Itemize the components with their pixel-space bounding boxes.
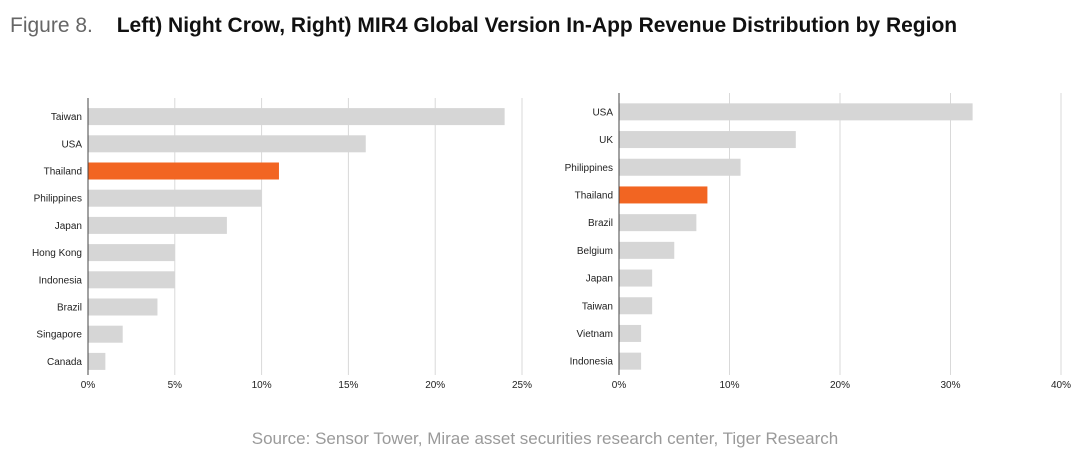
mir4-bar-taiwan <box>619 297 653 315</box>
night-crow-bar-taiwan <box>88 108 505 126</box>
figure-label: Figure 8. <box>10 14 93 37</box>
mir4-chart: USA UK Philippines Thailand Brazil Belgium Jap… <box>555 88 1075 398</box>
night-crow-bar-brazil <box>88 298 158 316</box>
mir4-category-label: Thailand <box>575 190 613 201</box>
night-crow-tick-label: 20% <box>425 380 445 391</box>
mir4-category-label: Indonesia <box>570 357 614 368</box>
mir4-category-label: Vietnam <box>576 329 613 340</box>
mir4-tick-label: 0% <box>612 380 627 391</box>
night-crow-tick-label: 15% <box>338 380 358 391</box>
mir4-bar-japan <box>619 269 653 287</box>
source-note: Source: Sensor Tower, Mirae asset securi… <box>251 429 839 448</box>
night-crow-tick-label: 25% <box>512 380 532 391</box>
night-crow-category-label: Japan <box>55 221 82 232</box>
mir4-category-label: Japan <box>586 274 613 285</box>
night-crow-category-label: Hong Kong <box>32 248 82 259</box>
night-crow-chart-svg: Taiwan USA Thailand Philippines Japan Hong Ko… <box>32 98 532 391</box>
night-crow-category-label: USA <box>61 139 82 150</box>
night-crow-tick-label: 10% <box>252 380 272 391</box>
figure-title: Figure 8. Left) Night Crow, Right) MIR4 … <box>10 14 957 38</box>
night-crow-bar-indonesia <box>88 271 175 289</box>
night-crow-bar-japan <box>88 216 227 234</box>
night-crow-bar-hong-kong <box>88 244 175 262</box>
night-crow-tick-label: 5% <box>168 380 183 391</box>
mir4-bar-brazil <box>619 214 697 232</box>
night-crow-chart: Taiwan USA Thailand Philippines Japan Hong Ko… <box>20 88 550 398</box>
night-crow-tick-label: 0% <box>81 380 96 391</box>
night-crow-bar-philippines <box>88 189 262 207</box>
night-crow-category-label: Indonesia <box>39 275 83 286</box>
night-crow-bar-canada <box>88 352 106 370</box>
mir4-category-label: Brazil <box>588 218 613 229</box>
night-crow-category-label: Taiwan <box>51 112 82 123</box>
night-crow-category-label: Singapore <box>36 330 82 341</box>
night-crow-category-label: Thailand <box>44 167 82 178</box>
mir4-bar-philippines <box>619 158 741 176</box>
night-crow-bar-singapore <box>88 325 123 343</box>
mir4-tick-label: 30% <box>940 380 960 391</box>
night-crow-category-label: Brazil <box>57 303 82 314</box>
mir4-bar-uk <box>619 131 796 149</box>
mir4-bar-vietnam <box>619 324 642 342</box>
mir4-category-label: Belgium <box>577 246 613 257</box>
mir4-chart-svg: USA UK Philippines Thailand Brazil Belgium Jap… <box>565 93 1071 391</box>
mir4-bar-indonesia <box>619 352 642 370</box>
mir4-bar-usa <box>619 103 973 121</box>
night-crow-bar-usa <box>88 135 366 153</box>
mir4-bar-thailand <box>619 186 708 204</box>
figure-heading: Left) Night Crow, Right) MIR4 Global Ver… <box>116 14 958 37</box>
mir4-tick-label: 20% <box>830 380 850 391</box>
mir4-category-label: Philippines <box>565 163 613 174</box>
mir4-category-label: Taiwan <box>582 301 613 312</box>
night-crow-bar-thailand <box>88 162 279 180</box>
night-crow-category-label: Canada <box>47 357 82 368</box>
mir4-bar-belgium <box>619 241 675 259</box>
mir4-category-label: UK <box>599 135 613 146</box>
mir4-tick-label: 40% <box>1051 380 1071 391</box>
mir4-category-label: USA <box>592 107 613 118</box>
mir4-tick-label: 10% <box>719 380 739 391</box>
night-crow-category-label: Philippines <box>34 194 82 205</box>
